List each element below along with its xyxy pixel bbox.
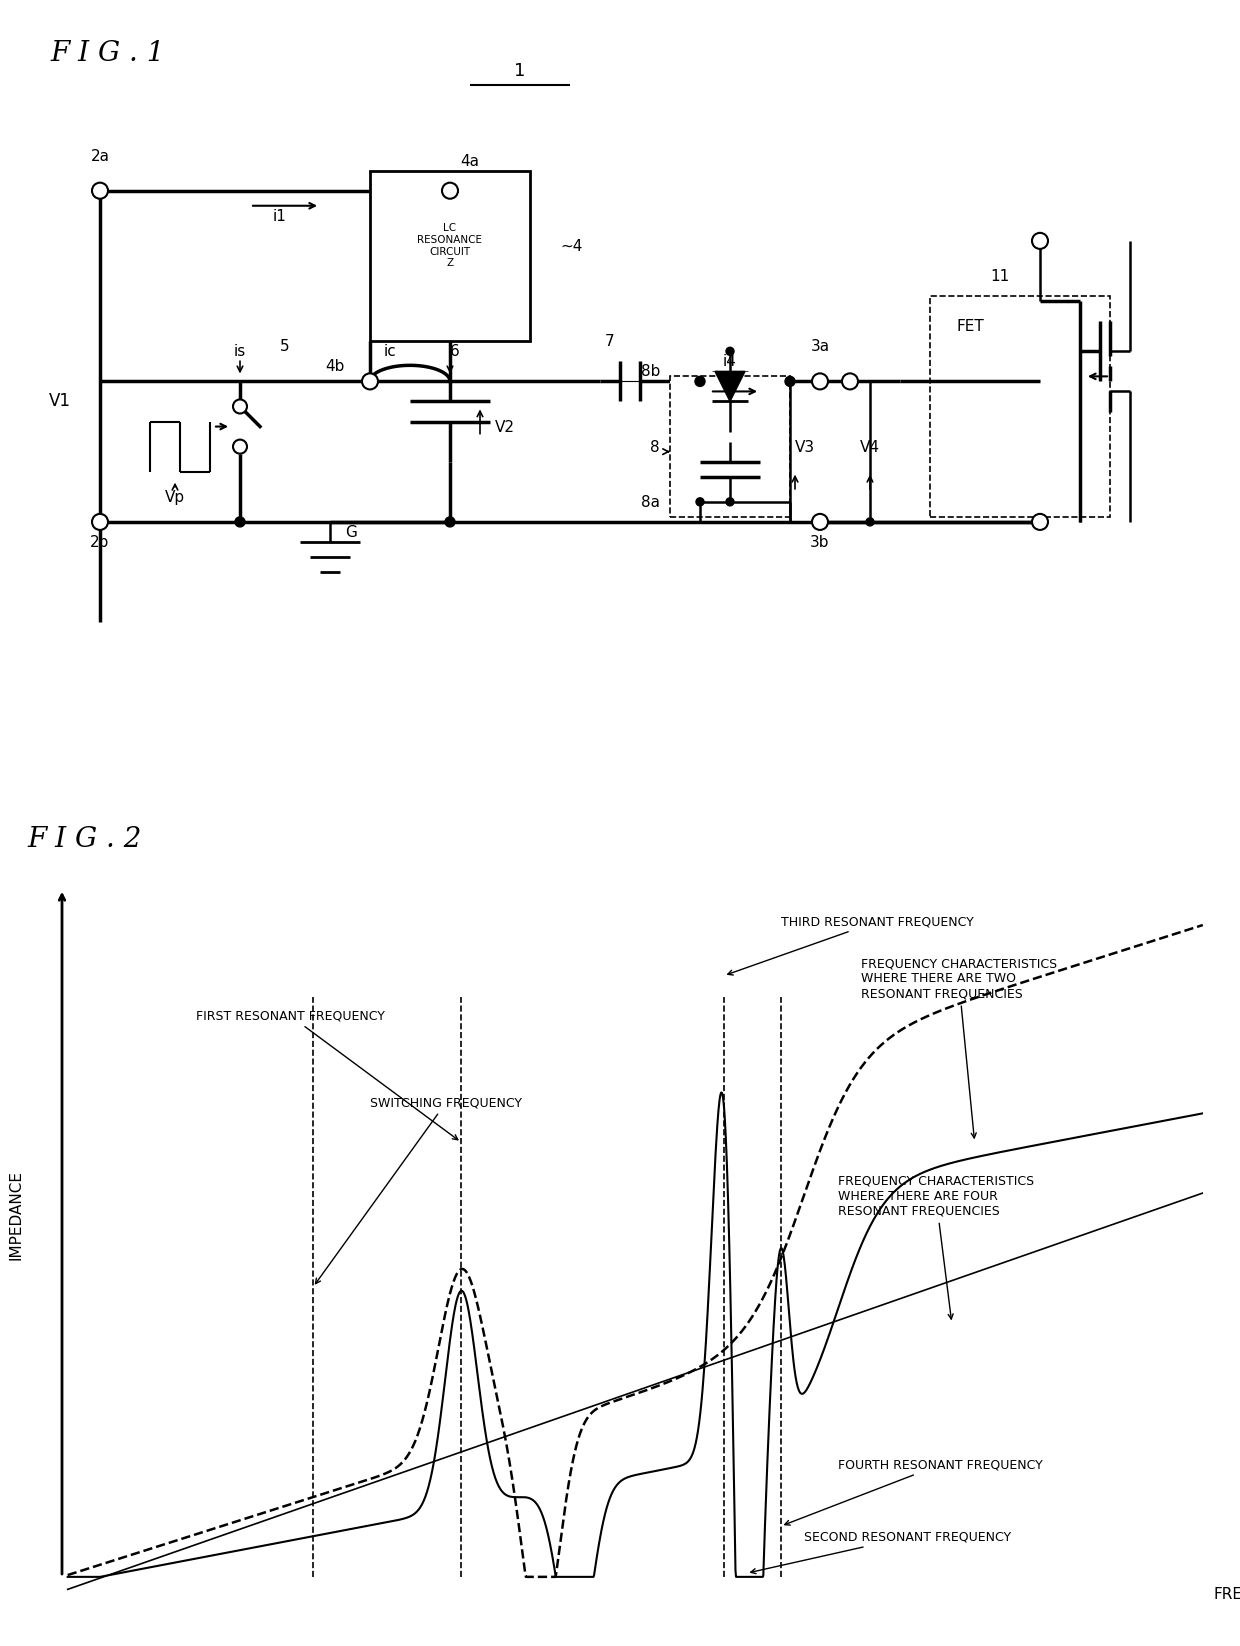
Circle shape: [441, 183, 458, 199]
Text: V4: V4: [861, 439, 880, 454]
Text: SECOND RESONANT FREQUENCY: SECOND RESONANT FREQUENCY: [750, 1531, 1011, 1574]
Text: 7: 7: [605, 334, 615, 349]
Circle shape: [812, 374, 828, 390]
Text: 4a: 4a: [460, 153, 479, 168]
Text: 2b: 2b: [91, 535, 109, 550]
Text: F I G . 2: F I G . 2: [27, 826, 143, 853]
Text: 8: 8: [650, 439, 660, 454]
Text: FREQUENCY: FREQUENCY: [1214, 1587, 1240, 1602]
Circle shape: [696, 497, 704, 505]
Text: 4b: 4b: [326, 359, 345, 374]
Text: is: is: [234, 344, 246, 359]
Text: 5: 5: [280, 339, 290, 354]
Circle shape: [236, 517, 246, 527]
Text: ic: ic: [383, 344, 397, 359]
Circle shape: [362, 374, 378, 390]
Text: G: G: [345, 525, 357, 540]
Circle shape: [866, 518, 874, 527]
Circle shape: [812, 514, 828, 530]
Circle shape: [92, 514, 108, 530]
Circle shape: [92, 183, 108, 199]
Text: V1: V1: [50, 392, 71, 410]
FancyBboxPatch shape: [370, 171, 529, 341]
Text: FET: FET: [956, 319, 983, 334]
Text: 3a: 3a: [811, 339, 830, 354]
Circle shape: [725, 347, 734, 356]
Text: 8b: 8b: [641, 364, 660, 379]
Text: 6: 6: [450, 344, 460, 359]
Text: ~4: ~4: [560, 239, 583, 253]
Text: THIRD RESONANT FREQUENCY: THIRD RESONANT FREQUENCY: [728, 915, 973, 974]
FancyBboxPatch shape: [930, 296, 1110, 517]
Text: 3b: 3b: [810, 535, 830, 550]
Circle shape: [1032, 514, 1048, 530]
Text: F I G . 1: F I G . 1: [50, 40, 165, 67]
Text: 1: 1: [515, 63, 526, 81]
Circle shape: [233, 400, 247, 413]
Circle shape: [233, 439, 247, 454]
Text: LC
RESONANCE
CIRCUIT
Z: LC RESONANCE CIRCUIT Z: [418, 224, 482, 268]
Text: FOURTH RESONANT FREQUENCY: FOURTH RESONANT FREQUENCY: [785, 1458, 1043, 1526]
Text: i1: i1: [273, 209, 286, 224]
Text: 8a: 8a: [641, 495, 660, 510]
Text: IMPEDANCE: IMPEDANCE: [9, 1170, 24, 1259]
Circle shape: [725, 497, 734, 505]
Circle shape: [785, 377, 795, 387]
Circle shape: [1032, 232, 1048, 249]
Text: FIRST RESONANT FREQUENCY: FIRST RESONANT FREQUENCY: [196, 1009, 458, 1139]
Circle shape: [445, 517, 455, 527]
Text: Vp: Vp: [165, 491, 185, 505]
Circle shape: [694, 377, 706, 387]
Circle shape: [842, 374, 858, 390]
Polygon shape: [715, 372, 745, 402]
Text: V2: V2: [495, 420, 515, 435]
Text: FREQUENCY CHARACTERISTICS
WHERE THERE ARE TWO
RESONANT FREQUENCIES: FREQUENCY CHARACTERISTICS WHERE THERE AR…: [861, 958, 1056, 1137]
Text: 2a: 2a: [91, 148, 109, 163]
Text: 11: 11: [991, 268, 1009, 285]
Text: V3: V3: [795, 439, 815, 454]
FancyBboxPatch shape: [670, 377, 790, 517]
Text: SWITCHING FREQUENCY: SWITCHING FREQUENCY: [315, 1096, 522, 1284]
Text: i4: i4: [723, 354, 737, 369]
Text: FREQUENCY CHARACTERISTICS
WHERE THERE ARE FOUR
RESONANT FREQUENCIES: FREQUENCY CHARACTERISTICS WHERE THERE AR…: [838, 1175, 1034, 1318]
